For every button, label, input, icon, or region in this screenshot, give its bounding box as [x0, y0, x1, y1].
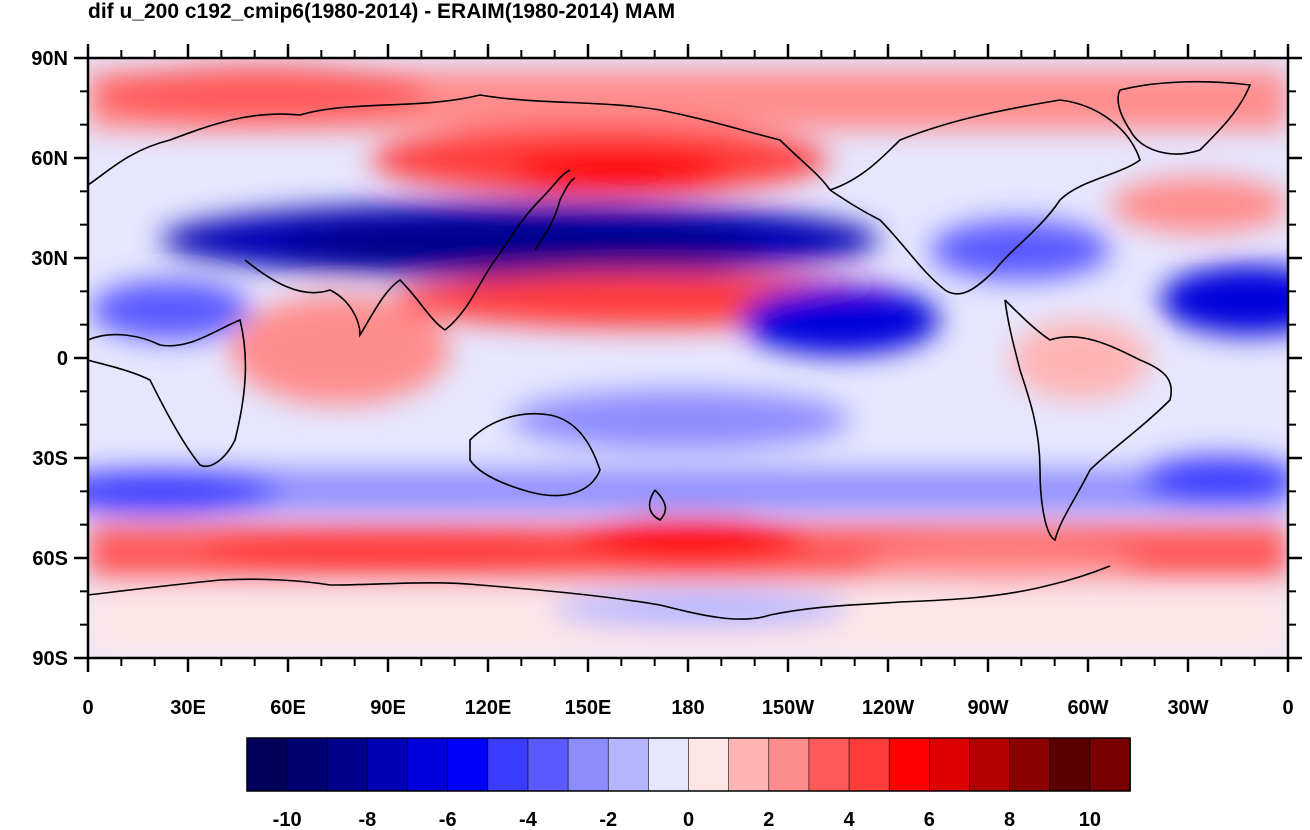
colorbar-tick-label: 6 — [924, 809, 935, 830]
colorbar-box — [848, 737, 890, 792]
colorbar-box — [607, 737, 650, 792]
lon-label: 150E — [565, 697, 612, 719]
colorbar-tick-label: -2 — [599, 809, 617, 830]
lat-label: 60N — [31, 148, 68, 170]
colorbar-tick-label: 8 — [1004, 809, 1015, 830]
colorbar-box — [407, 737, 449, 792]
colorbar — [246, 737, 1131, 792]
colorbar-box — [487, 737, 529, 792]
lon-label: 0 — [1282, 697, 1293, 719]
colorbar-labels: -10 -8 -6 -4 -2 0 2 4 6 8 10 — [273, 809, 1101, 830]
colorbar-tick-label: 10 — [1079, 809, 1101, 830]
longitude-labels: 0 30E 60E 90E 120E 150E 180 150W 120W 90W 60W 30W 0 — [82, 697, 1293, 719]
colorbar-box — [567, 737, 610, 792]
colorbar-tick-label: 2 — [763, 809, 774, 830]
colorbar-tick-label: 0 — [683, 809, 694, 830]
lon-label: 90W — [967, 697, 1008, 719]
colorbar-box — [1089, 737, 1131, 792]
latitude-labels: 90N 60N 30N 0 30S 60S 90S — [31, 48, 68, 670]
lon-label: 120E — [465, 697, 512, 719]
lon-label: 0 — [82, 697, 93, 719]
colorbar-box — [1049, 737, 1091, 792]
wind-difference-field — [88, 58, 1288, 658]
colorbar-box — [246, 737, 288, 792]
field-blobs — [88, 65, 1288, 655]
colorbar-box — [969, 737, 1011, 792]
colorbar-box — [447, 737, 489, 792]
lon-label: 150W — [762, 697, 814, 719]
colorbar-frame — [246, 737, 1131, 792]
lon-label: 30W — [1167, 697, 1208, 719]
lat-label: 30S — [32, 448, 68, 470]
colorbar-box — [929, 737, 971, 792]
lat-label: 0 — [57, 348, 68, 370]
colorbar-box — [1009, 737, 1051, 792]
lat-label: 90S — [32, 648, 68, 670]
lon-label: 90E — [370, 697, 406, 719]
colorbar-box — [728, 737, 770, 792]
colorbar-tick-label: -10 — [273, 809, 302, 830]
lon-label: 60E — [270, 697, 306, 719]
coastlines — [88, 80, 1252, 620]
lon-label: 180 — [671, 697, 704, 719]
map-title: dif u_200 c192_cmip6(1980-2014) - ERAIM(… — [88, 0, 676, 23]
lat-label: 60S — [32, 548, 68, 570]
colorbar-box — [648, 737, 690, 792]
colorbar-tick-label: -4 — [519, 809, 538, 830]
colorbar-box — [326, 737, 369, 792]
colorbar-box — [888, 737, 931, 792]
axis-ticks — [74, 44, 1302, 672]
colorbar-box — [808, 737, 850, 792]
colorbar-tick-label: -6 — [439, 809, 457, 830]
lon-label: 60W — [1067, 697, 1108, 719]
lon-label: 120W — [862, 697, 914, 719]
colorbar-tick-label: -8 — [359, 809, 377, 830]
lat-label: 30N — [31, 248, 68, 270]
lat-label: 90N — [31, 48, 68, 70]
lon-label: 30E — [170, 697, 206, 719]
colorbar-box — [527, 737, 569, 792]
colorbar-box — [768, 737, 810, 792]
colorbar-tick-label: 4 — [843, 809, 855, 830]
colorbar-box — [286, 737, 329, 792]
colorbar-box — [367, 737, 409, 792]
colorbar-box — [688, 737, 730, 792]
